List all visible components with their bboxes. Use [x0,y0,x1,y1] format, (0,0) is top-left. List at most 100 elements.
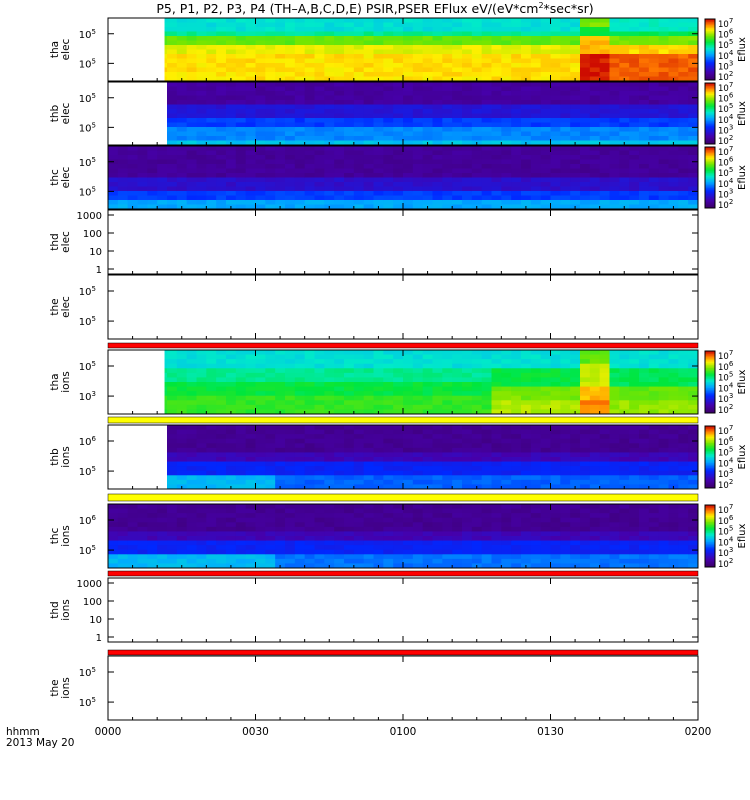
heatmap-cell [314,204,325,210]
heatmap-cell [324,438,335,444]
heatmap-cell [383,372,394,378]
heatmap-cell [403,45,414,50]
heatmap-cell [452,82,463,87]
heatmap-cell [324,350,335,355]
heatmap-cell [314,386,325,392]
heatmap-cell [304,363,315,369]
heatmap-cell [452,404,463,410]
heatmap-cell [530,146,542,151]
heatmap-cell [334,146,345,151]
heatmap-cell [245,127,256,132]
heatmap-cell [176,545,188,551]
heatmap-cell [226,354,237,360]
heatmap-cell [412,545,424,551]
heatmap-cell [619,122,630,128]
heatmap-cell [117,155,129,160]
heatmap-cell [609,164,620,169]
heatmap-cell [383,484,394,490]
heatmap-cell [452,36,463,41]
heatmap-cell [344,447,355,453]
heatmap-cell [245,63,256,68]
heatmap-cell [363,127,374,132]
heatmap-cell [275,31,286,37]
heatmap-cell [127,526,138,532]
heatmap-cell [491,470,502,476]
heatmap-cell [314,82,325,87]
heatmap-cell [235,63,247,68]
heatmap-cell [216,67,227,73]
heatmap-cell [530,140,542,146]
heatmap-cell [648,425,660,430]
heatmap-cell [245,140,256,146]
heatmap-cell [442,443,453,449]
heatmap-cell [164,409,168,415]
heatmap-cell [491,386,502,392]
heatmap-cell [314,508,325,514]
heatmap-cell [658,58,669,64]
heatmap-cell [658,164,669,169]
heatmap-cell [226,526,237,532]
colorbar-band [705,108,715,111]
colorbar-band [705,432,715,435]
heatmap-cell [599,479,610,485]
heatmap-cell [393,461,404,467]
heatmap-cell [196,164,207,169]
heatmap-cell [344,186,355,192]
heatmap-cell [491,72,502,77]
heatmap-cell [255,540,266,546]
heatmap-cell [255,182,266,187]
heatmap-cell [422,49,433,55]
heatmap-cell [589,67,601,73]
heatmap-cell [658,438,669,444]
heatmap-cell [373,45,384,50]
heatmap-cell [226,127,237,132]
heatmap-cell [540,195,551,201]
heatmap-cell [599,100,610,105]
heatmap-cell [491,82,502,87]
heatmap-cell [629,146,640,151]
heatmap-cell [678,409,689,415]
heatmap-cell [550,109,561,114]
heatmap-cell [609,475,620,481]
heatmap-cell [648,386,660,392]
heatmap-cell [432,91,443,96]
heatmap-cell [196,150,207,156]
heatmap-cell [393,400,404,406]
heatmap-cell [619,368,630,374]
heatmap-cell [648,191,660,196]
heatmap-cell [235,195,247,201]
heatmap-cell [422,67,433,73]
heatmap-cell [639,191,650,196]
heatmap-cell [334,391,345,397]
heatmap-cell [314,104,325,110]
heatmap-cell [403,155,414,160]
heatmap-cell [167,164,178,169]
heatmap-cell [442,438,453,444]
heatmap-cell [304,191,315,196]
heatmap-cell [530,182,542,187]
heatmap-cell [157,504,168,509]
heatmap-cell [314,429,325,435]
heatmap-cell [422,109,433,114]
y-tick-label: 106 [79,435,97,448]
heatmap-cell [373,531,384,537]
heatmap-cell [462,82,473,87]
heatmap-cell [560,452,571,458]
heatmap-cell [481,104,492,110]
heatmap-cell [658,195,669,201]
heatmap-cell [206,508,217,514]
heatmap-cell [226,173,237,178]
heatmap-cell [216,504,227,509]
heatmap-cell [422,359,433,365]
heatmap-cell [393,54,404,59]
heatmap-cell [285,386,296,392]
heatmap-cell [383,31,394,37]
heatmap-cell [639,159,650,165]
heatmap-cell [550,359,561,365]
heatmap-cell [530,363,542,369]
heatmap-cell [216,484,227,490]
heatmap-cell [570,377,581,383]
heatmap-cell [580,195,591,201]
heatmap-cell [344,466,355,472]
heatmap-cell [353,386,365,392]
